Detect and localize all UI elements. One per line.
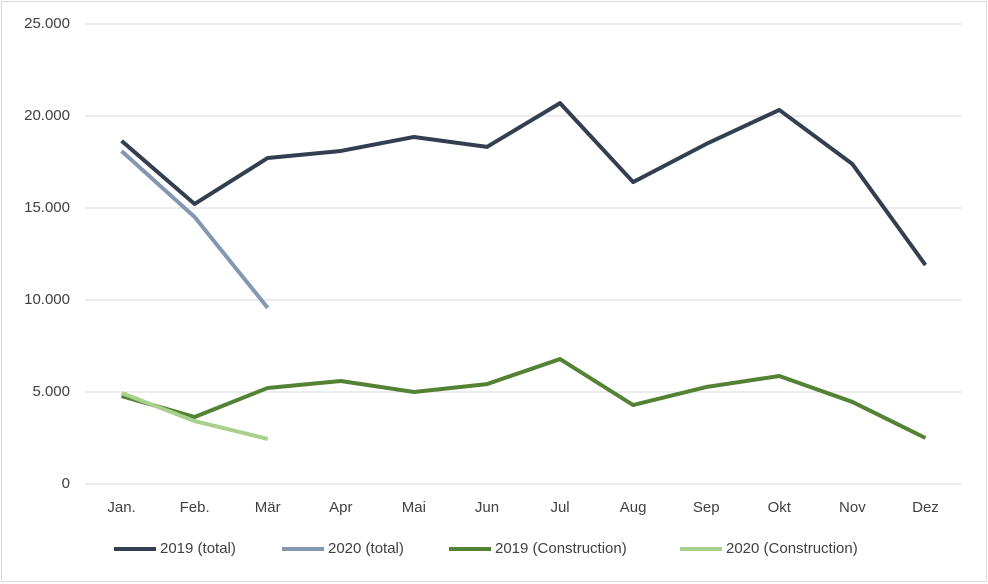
x-tick-label: Apr <box>329 499 352 516</box>
y-tick-label: 15.000 <box>24 199 70 216</box>
x-tick-label: Okt <box>768 499 792 516</box>
x-tick-label: Jan. <box>107 499 135 516</box>
y-tick-label: 5.000 <box>32 383 70 400</box>
x-tick-label: Nov <box>839 499 866 516</box>
legend-label: 2019 (Construction) <box>495 540 627 557</box>
y-tick-label: 10.000 <box>24 291 70 308</box>
x-tick-label: Aug <box>620 499 647 516</box>
x-tick-label: Mär <box>255 499 281 516</box>
legend-label: 2020 (Construction) <box>726 540 858 557</box>
x-tick-label: Jun <box>475 499 499 516</box>
x-tick-label: Dez <box>912 499 939 516</box>
line-series <box>120 357 927 440</box>
x-tick-label: Sep <box>693 499 720 516</box>
line-series <box>120 101 928 267</box>
y-tick-label: 20.000 <box>24 107 70 124</box>
y-tick-label: 0 <box>62 475 70 492</box>
x-tick-label: Jul <box>550 499 569 516</box>
line-series <box>120 391 269 441</box>
legend-label: 2019 (total) <box>160 540 236 557</box>
x-tick-label: Mai <box>402 499 426 516</box>
x-tick-label: Feb. <box>180 499 210 516</box>
legend-label: 2020 (total) <box>328 540 404 557</box>
y-tick-label: 25.000 <box>24 15 70 32</box>
line-series <box>120 149 270 310</box>
